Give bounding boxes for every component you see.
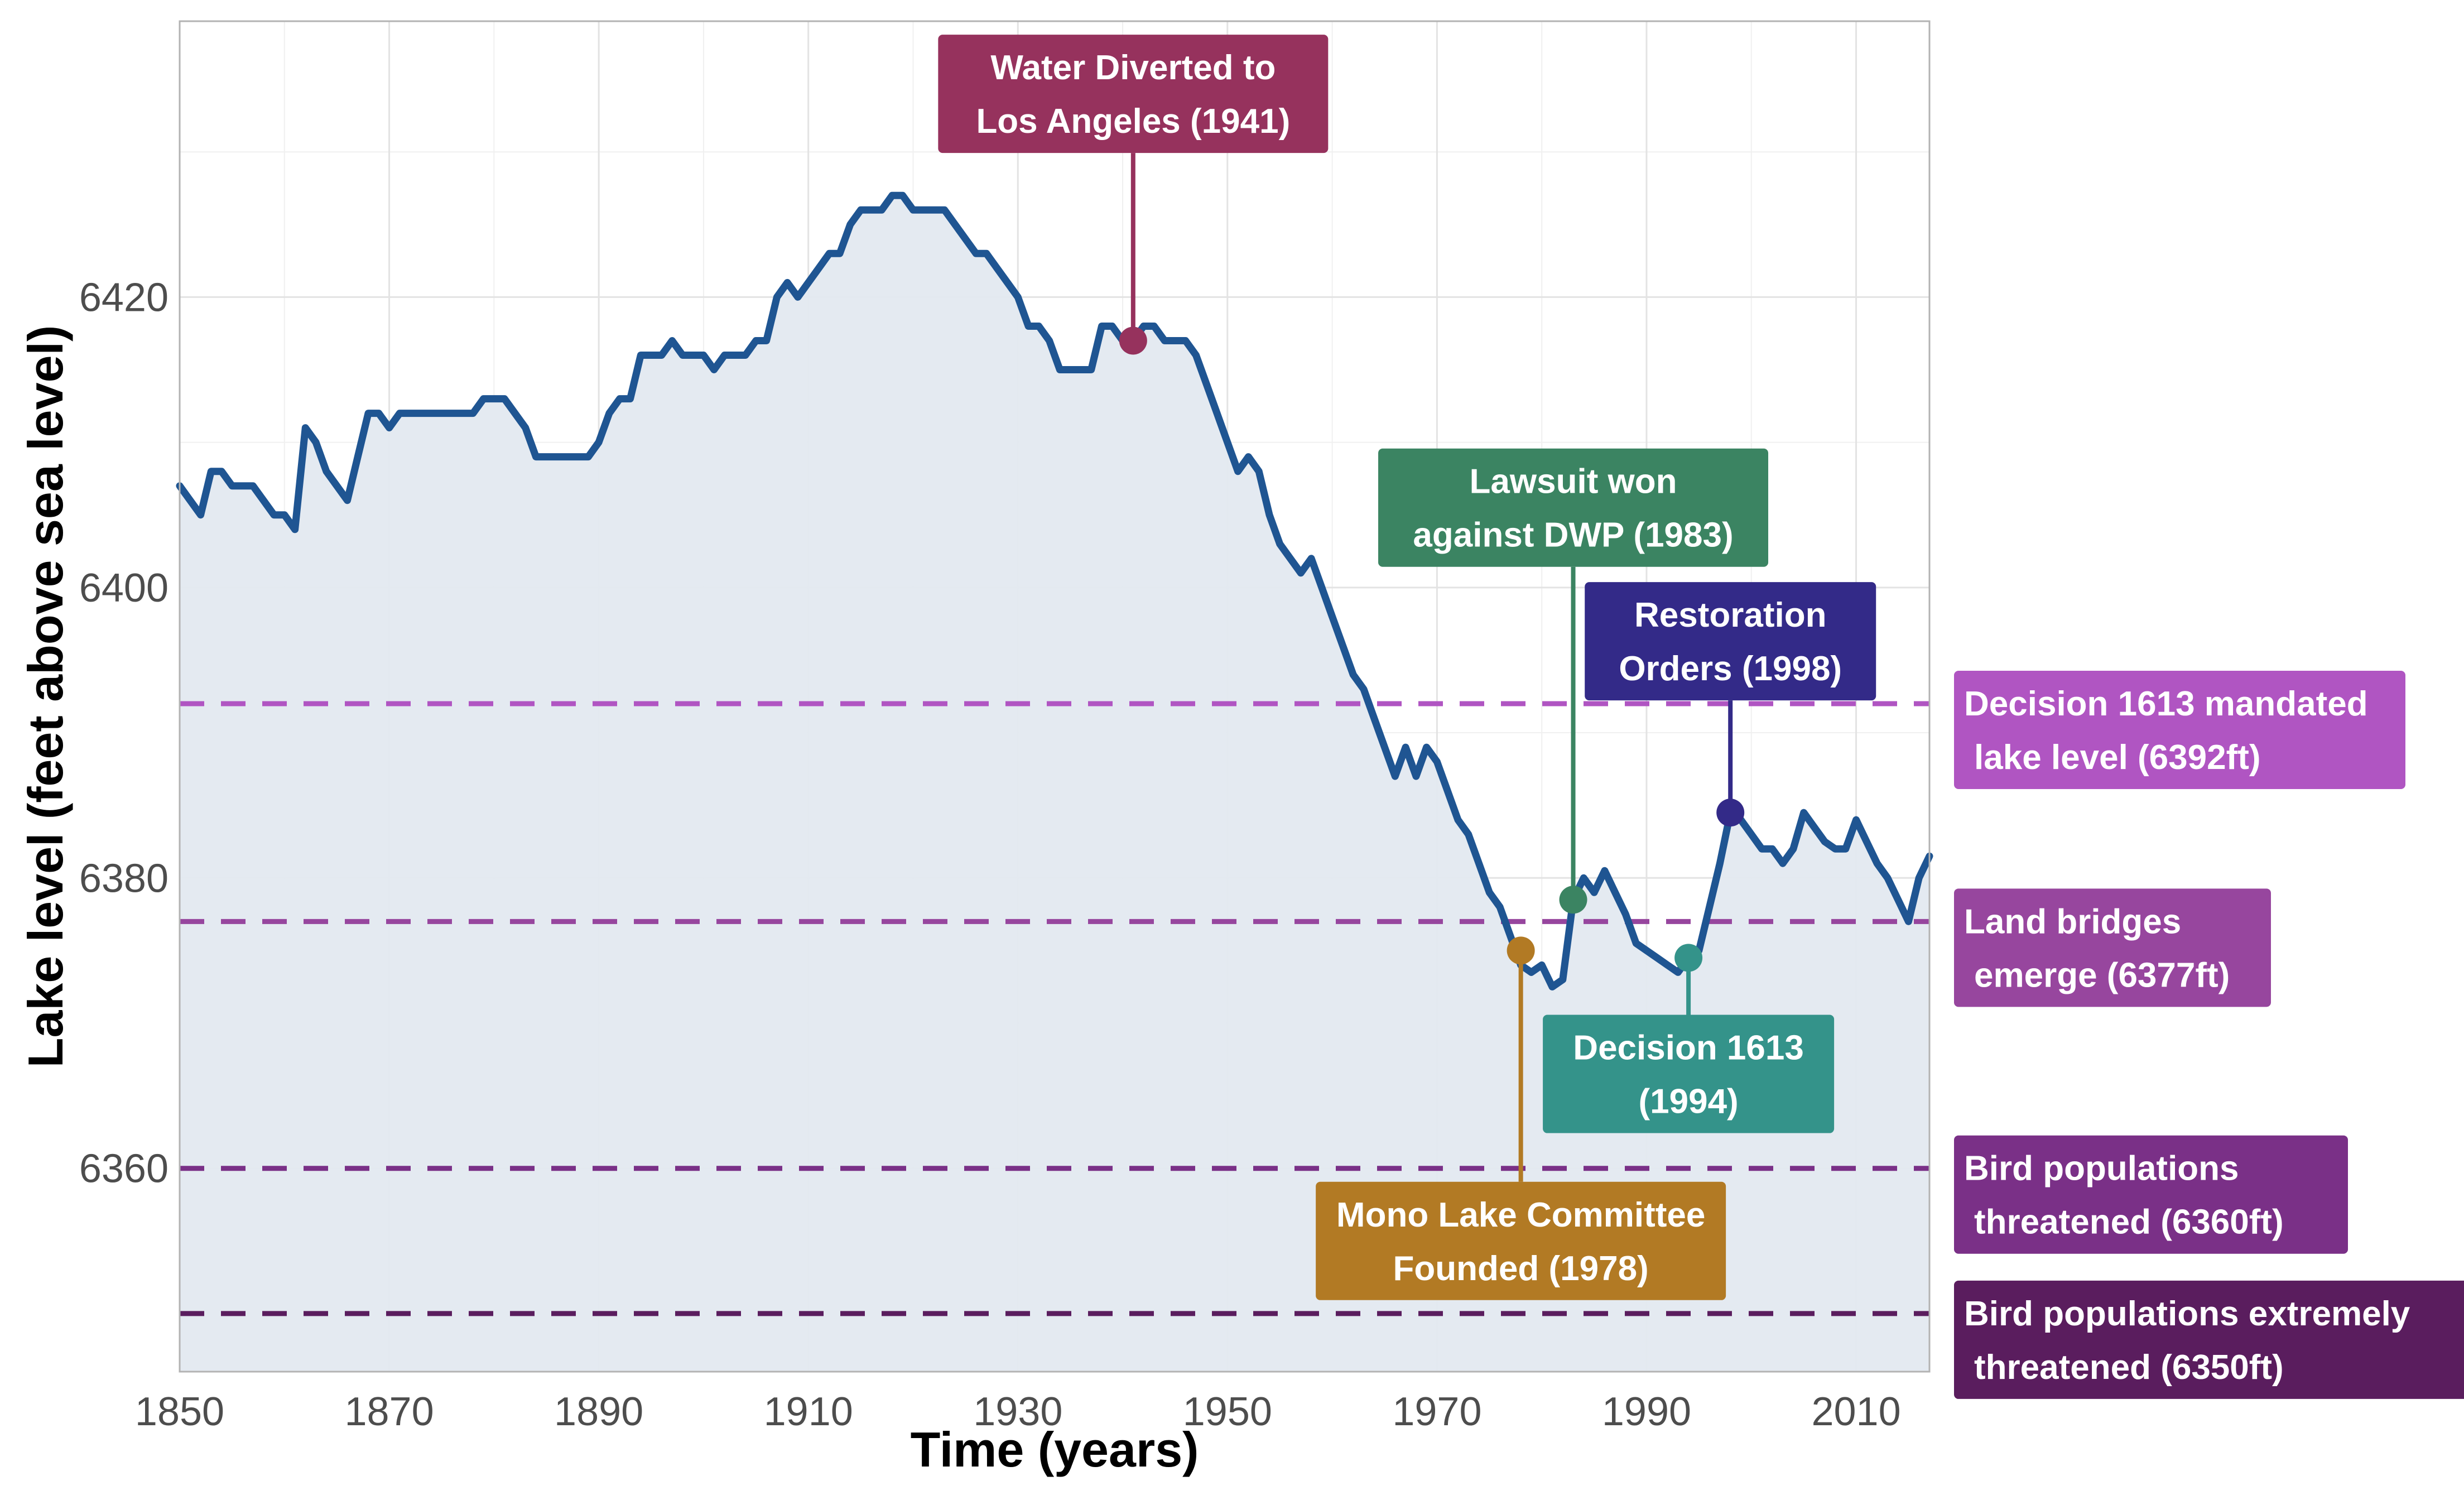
threshold-label-text: Land bridges (1964, 902, 2181, 941)
x-tick-label: 1890 (554, 1390, 643, 1434)
event-annotation: Mono Lake Committee Founded (1978) (1316, 936, 1726, 1300)
threshold-label-text: Bird populations (1964, 1150, 2239, 1188)
x-tick-label: 1990 (1602, 1390, 1691, 1434)
x-tick-label: 1910 (764, 1390, 853, 1434)
event-label-text: Founded (1978) (1393, 1249, 1649, 1288)
lake-level-area (180, 195, 1929, 1372)
x-tick-label: 1850 (135, 1390, 224, 1434)
event-point (1559, 886, 1587, 914)
threshold-label-text: threatened (6360ft) (1974, 1203, 2284, 1242)
event-label-text: Decision 1613 (1573, 1029, 1804, 1068)
event-label-box (938, 35, 1329, 153)
x-tick-label: 2010 (1811, 1390, 1900, 1434)
event-label-text: Lawsuit won (1470, 463, 1677, 501)
event-point (1674, 944, 1703, 972)
threshold-label-text: emerge (6377ft) (1974, 956, 2230, 994)
event-annotation: Water Diverted to Los Angeles (1941) (938, 35, 1329, 355)
event-annotations: Water Diverted to Los Angeles (1941) Mono … (938, 35, 1876, 1300)
event-label-text: against DWP (1983) (1413, 516, 1733, 555)
event-label-box (1585, 582, 1876, 701)
threshold-label: Bird populations threatened (6360ft) (1954, 1135, 2348, 1254)
y-tick-label: 6380 (79, 856, 169, 901)
threshold-label-box (1954, 1280, 2464, 1399)
x-tick-label: 1950 (1183, 1390, 1272, 1434)
threshold-label-text: Bird populations extremely (1964, 1295, 2410, 1333)
x-axis-title: Time (years) (911, 1422, 1199, 1477)
plot-panel-border (179, 20, 1931, 1373)
event-label-text: Orders (1998) (1619, 650, 1842, 688)
threshold-label-box (1954, 888, 2271, 1007)
threshold-label: Decision 1613 mandated lake level (6392ft… (1954, 671, 2405, 790)
threshold-label-text: threatened (6350ft) (1974, 1348, 2284, 1387)
event-label-box (1543, 1015, 1835, 1133)
threshold-label-text: lake level (6392ft) (1974, 738, 2261, 777)
x-tick-label: 1930 (973, 1390, 1062, 1434)
event-point (1119, 326, 1147, 355)
threshold-labels: Decision 1613 mandated lake level (6392ft… (1954, 671, 2464, 1399)
event-label-text: Los Angeles (1941) (976, 102, 1290, 141)
y-tick-label: 6420 (79, 275, 169, 320)
event-label-text: Restoration (1634, 596, 1826, 634)
threshold-label-box (1954, 1135, 2348, 1254)
event-point (1716, 799, 1745, 827)
y-axis-title: Lake level (feet above sea level) (18, 325, 73, 1068)
threshold-label: Land bridges emerge (6377ft) (1954, 888, 2271, 1007)
x-tick-label: 1970 (1392, 1390, 1481, 1434)
event-annotation: Decision 1613 (1994) (1543, 944, 1835, 1133)
event-label-box (1378, 448, 1769, 567)
event-annotation: Lawsuit won against DWP (1983) (1378, 448, 1769, 914)
threshold-lines (180, 701, 1929, 1316)
threshold-label: Bird populations extremely threatened (63… (1954, 1280, 2464, 1399)
event-point (1507, 936, 1535, 965)
event-annotation: Restoration Orders (1998) (1585, 582, 1876, 827)
x-tick-label: 1870 (344, 1390, 434, 1434)
threshold-label-box (1954, 671, 2405, 790)
x-axis-ticks: 1850 1870 1890 1910 1930 1950 1970 1990 2010 (135, 1390, 1901, 1434)
event-label-text: (1994) (1638, 1083, 1738, 1121)
y-tick-label: 6400 (79, 566, 169, 610)
event-label-text: Water Diverted to (990, 49, 1276, 87)
event-label-box (1316, 1181, 1726, 1300)
y-tick-label: 6360 (79, 1147, 169, 1191)
event-label-text: Mono Lake Committee (1336, 1196, 1705, 1234)
y-axis-ticks: 6360 6380 6400 6420 (79, 275, 169, 1191)
threshold-label-text: Decision 1613 mandated (1964, 685, 2368, 723)
